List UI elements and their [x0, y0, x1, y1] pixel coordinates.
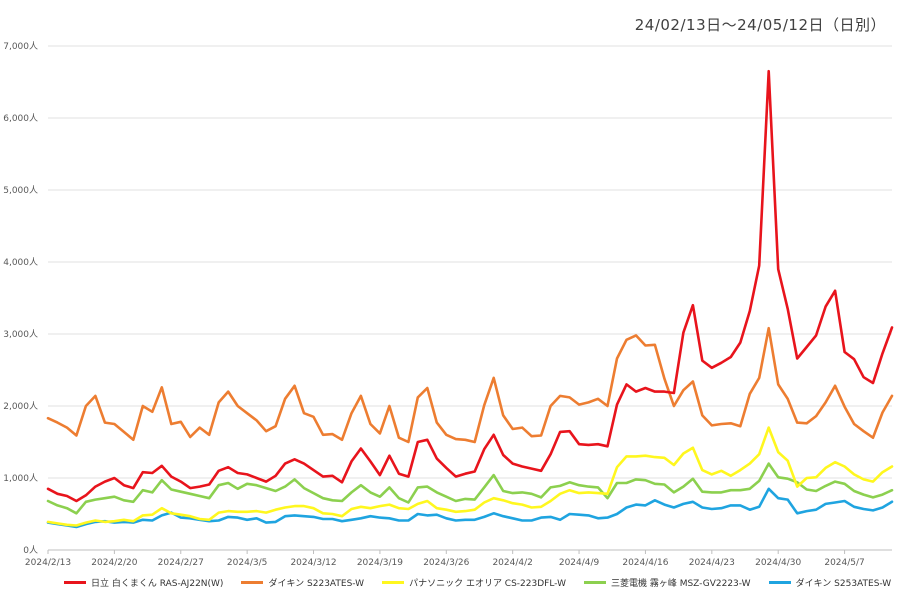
legend-swatch	[241, 581, 264, 584]
x-tick-label: 2024/5/7	[824, 558, 864, 568]
legend-label: 三菱電機 霧ヶ峰 MSZ-GV2223-W	[610, 579, 751, 589]
x-tick-label: 2024/4/2	[492, 558, 532, 568]
legend-item: 日立 白くまくん RAS-AJ22N(W)	[64, 576, 223, 589]
y-tick-label: 2,000人	[3, 401, 38, 412]
legend-swatch	[768, 581, 791, 584]
y-tick-label: 0人	[23, 545, 38, 556]
x-tick-label: 2024/2/27	[158, 558, 204, 568]
x-tick-label: 2024/4/16	[622, 558, 668, 568]
x-tick-label: 2024/4/30	[755, 558, 801, 568]
legend-swatch	[583, 581, 606, 584]
legend-label: パナソニック エオリア CS-223DFL-W	[409, 579, 566, 589]
x-tick-label: 2024/4/9	[559, 558, 600, 568]
y-tick-label: 6,000人	[3, 113, 38, 124]
chart-subtitle: 24/02/13日～24/05/12日（日別）	[634, 16, 886, 34]
series-line-5	[46, 487, 894, 529]
legend-item: 三菱電機 霧ヶ峰 MSZ-GV2223-W	[583, 576, 751, 589]
series-line-4	[46, 462, 894, 515]
legend-swatch	[382, 581, 405, 584]
legend-item: パナソニック エオリア CS-223DFL-W	[382, 576, 566, 589]
x-tick-label: 2024/3/19	[357, 558, 403, 568]
legend-item: ダイキン S223ATES-W	[241, 576, 364, 589]
legend-label: 日立 白くまくん RAS-AJ22N(W)	[91, 579, 224, 589]
legend-label: ダイキン S253ATES-W	[795, 579, 892, 589]
x-tick-label: 2024/2/13	[25, 558, 71, 568]
legend-label: ダイキン S223ATES-W	[268, 579, 365, 589]
x-tick-label: 2024/4/23	[689, 558, 735, 568]
x-tick-label: 2024/2/20	[91, 558, 137, 568]
legend-item: ダイキン S253ATES-W	[768, 576, 892, 589]
y-tick-label: 1,000人	[3, 473, 38, 484]
legend-swatch	[64, 581, 86, 584]
series-line-1	[46, 69, 894, 503]
y-tick-label: 5,000人	[3, 185, 38, 196]
y-tick-label: 4,000人	[3, 257, 38, 268]
x-tick-label: 2024/3/5	[227, 558, 267, 568]
x-tick-label: 2024/3/26	[423, 558, 469, 568]
x-tick-label: 2024/3/12	[290, 558, 336, 568]
y-tick-label: 7,000人	[3, 41, 38, 52]
series-line-2	[46, 326, 894, 444]
series-line-3	[46, 426, 894, 527]
chart-legend: 日立 白くまくん RAS-AJ22N(W) ダイキン S223ATES-W パナソニ…	[64, 576, 891, 589]
y-tick-label: 3,000人	[3, 329, 38, 340]
